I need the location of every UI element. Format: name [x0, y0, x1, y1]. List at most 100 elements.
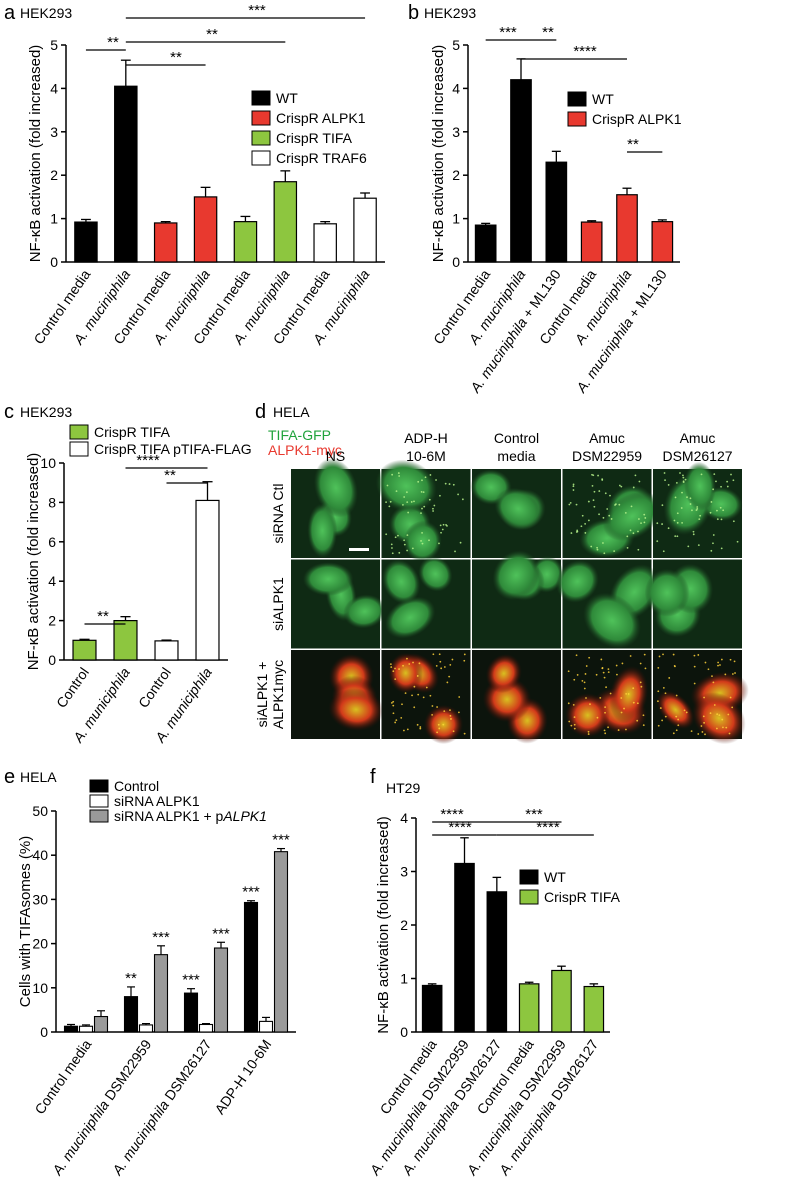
cell-blob: [328, 688, 384, 731]
tifasome-dot: [638, 518, 640, 520]
tifasome-dot: [664, 479, 666, 482]
tifasome-dot: [643, 513, 646, 516]
tifasome-dot: [569, 501, 572, 504]
tifasome-dot: [449, 663, 452, 666]
column-label: ADP-H: [404, 430, 448, 446]
tifasome-dot: [568, 720, 571, 723]
tifasome-dot: [581, 679, 584, 682]
tifasome-dot: [572, 489, 575, 491]
tifasome-dot: [664, 715, 667, 718]
bar: [545, 161, 568, 263]
bar: [154, 640, 179, 661]
tifasome-dot: [421, 542, 424, 545]
tifasome-dot: [701, 731, 704, 733]
y-tick-label: 50: [32, 803, 48, 819]
significance-label: **: [107, 34, 119, 51]
tifasome-dot: [632, 701, 635, 704]
y-tick-label: 4: [452, 80, 460, 96]
tifasome-dot: [405, 491, 408, 494]
significance-label: ****: [136, 452, 160, 469]
y-axis-label: NF-κB activation (fold increased): [27, 45, 44, 263]
tifasome-dot: [601, 479, 604, 481]
bar: [123, 996, 139, 1033]
tifasome-dot: [607, 671, 610, 674]
tifasome-dot: [698, 518, 701, 521]
tifasome-dot: [402, 503, 404, 506]
bar: [580, 221, 603, 263]
micrograph-tile: [470, 469, 561, 558]
tifasome-dot: [403, 729, 405, 732]
tifasome-dot: [725, 726, 728, 729]
tifasome-dot: [573, 716, 576, 719]
tifasome-dot: [667, 527, 670, 530]
tifasome-dot: [623, 707, 625, 710]
cell-blob: [388, 652, 423, 694]
tifasome-dot: [573, 723, 576, 726]
y-tick-label: 20: [32, 936, 48, 952]
tifasome-dot: [600, 658, 603, 661]
significance-label: **: [164, 467, 176, 484]
tifasome-dot: [616, 673, 618, 676]
tifasome-dot: [411, 694, 413, 697]
tifasome-dot: [657, 724, 660, 727]
tifasome-dot: [584, 673, 587, 675]
tifasome-dot: [463, 653, 466, 656]
tifasome-dot: [394, 667, 396, 670]
tifasome-dot: [602, 516, 605, 519]
tifasome-dot: [394, 536, 397, 539]
tifasome-dot: [625, 728, 627, 731]
tifasome-dot: [398, 551, 401, 554]
y-tick-label: 1: [400, 971, 408, 987]
bar: [454, 862, 475, 1033]
legend-swatch: [519, 869, 539, 885]
tifasome-dot: [587, 519, 590, 522]
tifasome-dot: [661, 523, 663, 525]
tifasome-dot: [699, 514, 702, 517]
tifasome-dot: [413, 685, 416, 688]
significance-label: ***: [242, 884, 260, 901]
tifasome-dot: [576, 674, 579, 676]
y-tick-label: 3: [50, 124, 58, 140]
legend-swatch: [251, 90, 271, 106]
legend-label: CrispR TIFA pTIFA-FLAG: [94, 441, 252, 457]
bar: [63, 1025, 79, 1033]
tifasome-dot: [674, 496, 677, 499]
tifasome-dot: [444, 482, 447, 485]
tifasome-dot: [567, 702, 570, 705]
panel-b-header: b HEK293: [408, 2, 476, 24]
cell-blob: [565, 693, 611, 738]
bar: [233, 221, 258, 263]
tifasome-dot: [727, 713, 730, 716]
tifasome-dot: [576, 529, 579, 532]
tifasome-dot: [406, 501, 409, 504]
tifasome-dot: [419, 726, 422, 728]
tifasome-dot: [424, 476, 427, 479]
panel-e-header: e HELA: [4, 766, 57, 788]
tifasome-dot: [689, 497, 692, 500]
tifasome-dot: [621, 662, 624, 665]
tifasome-dot: [406, 728, 409, 731]
y-tick-label: 4: [48, 573, 56, 589]
y-tick-label: 0: [50, 254, 58, 270]
tifasome-dot: [726, 480, 729, 483]
tifasome-dot: [604, 492, 607, 495]
tifasome-dot: [712, 488, 715, 491]
significance-label: ***: [212, 925, 230, 942]
tifasome-dot: [587, 733, 590, 735]
tifasome-dot: [680, 507, 683, 509]
tifasome-dot: [736, 540, 739, 543]
micrograph-tile: [556, 559, 660, 649]
tifasome-dot: [605, 686, 607, 689]
tifasome-dot: [580, 525, 583, 528]
tifasome-dot: [630, 505, 633, 508]
tifasome-dot: [425, 686, 428, 689]
tifasome-dot: [692, 530, 695, 533]
tifasome-dot: [603, 676, 606, 679]
tifasome-dot: [436, 731, 439, 734]
tifasome-dot: [442, 723, 445, 726]
tifasome-dot: [390, 701, 393, 704]
panel-a-header: a HEK293: [4, 2, 72, 24]
tifasome-dot: [416, 675, 419, 677]
